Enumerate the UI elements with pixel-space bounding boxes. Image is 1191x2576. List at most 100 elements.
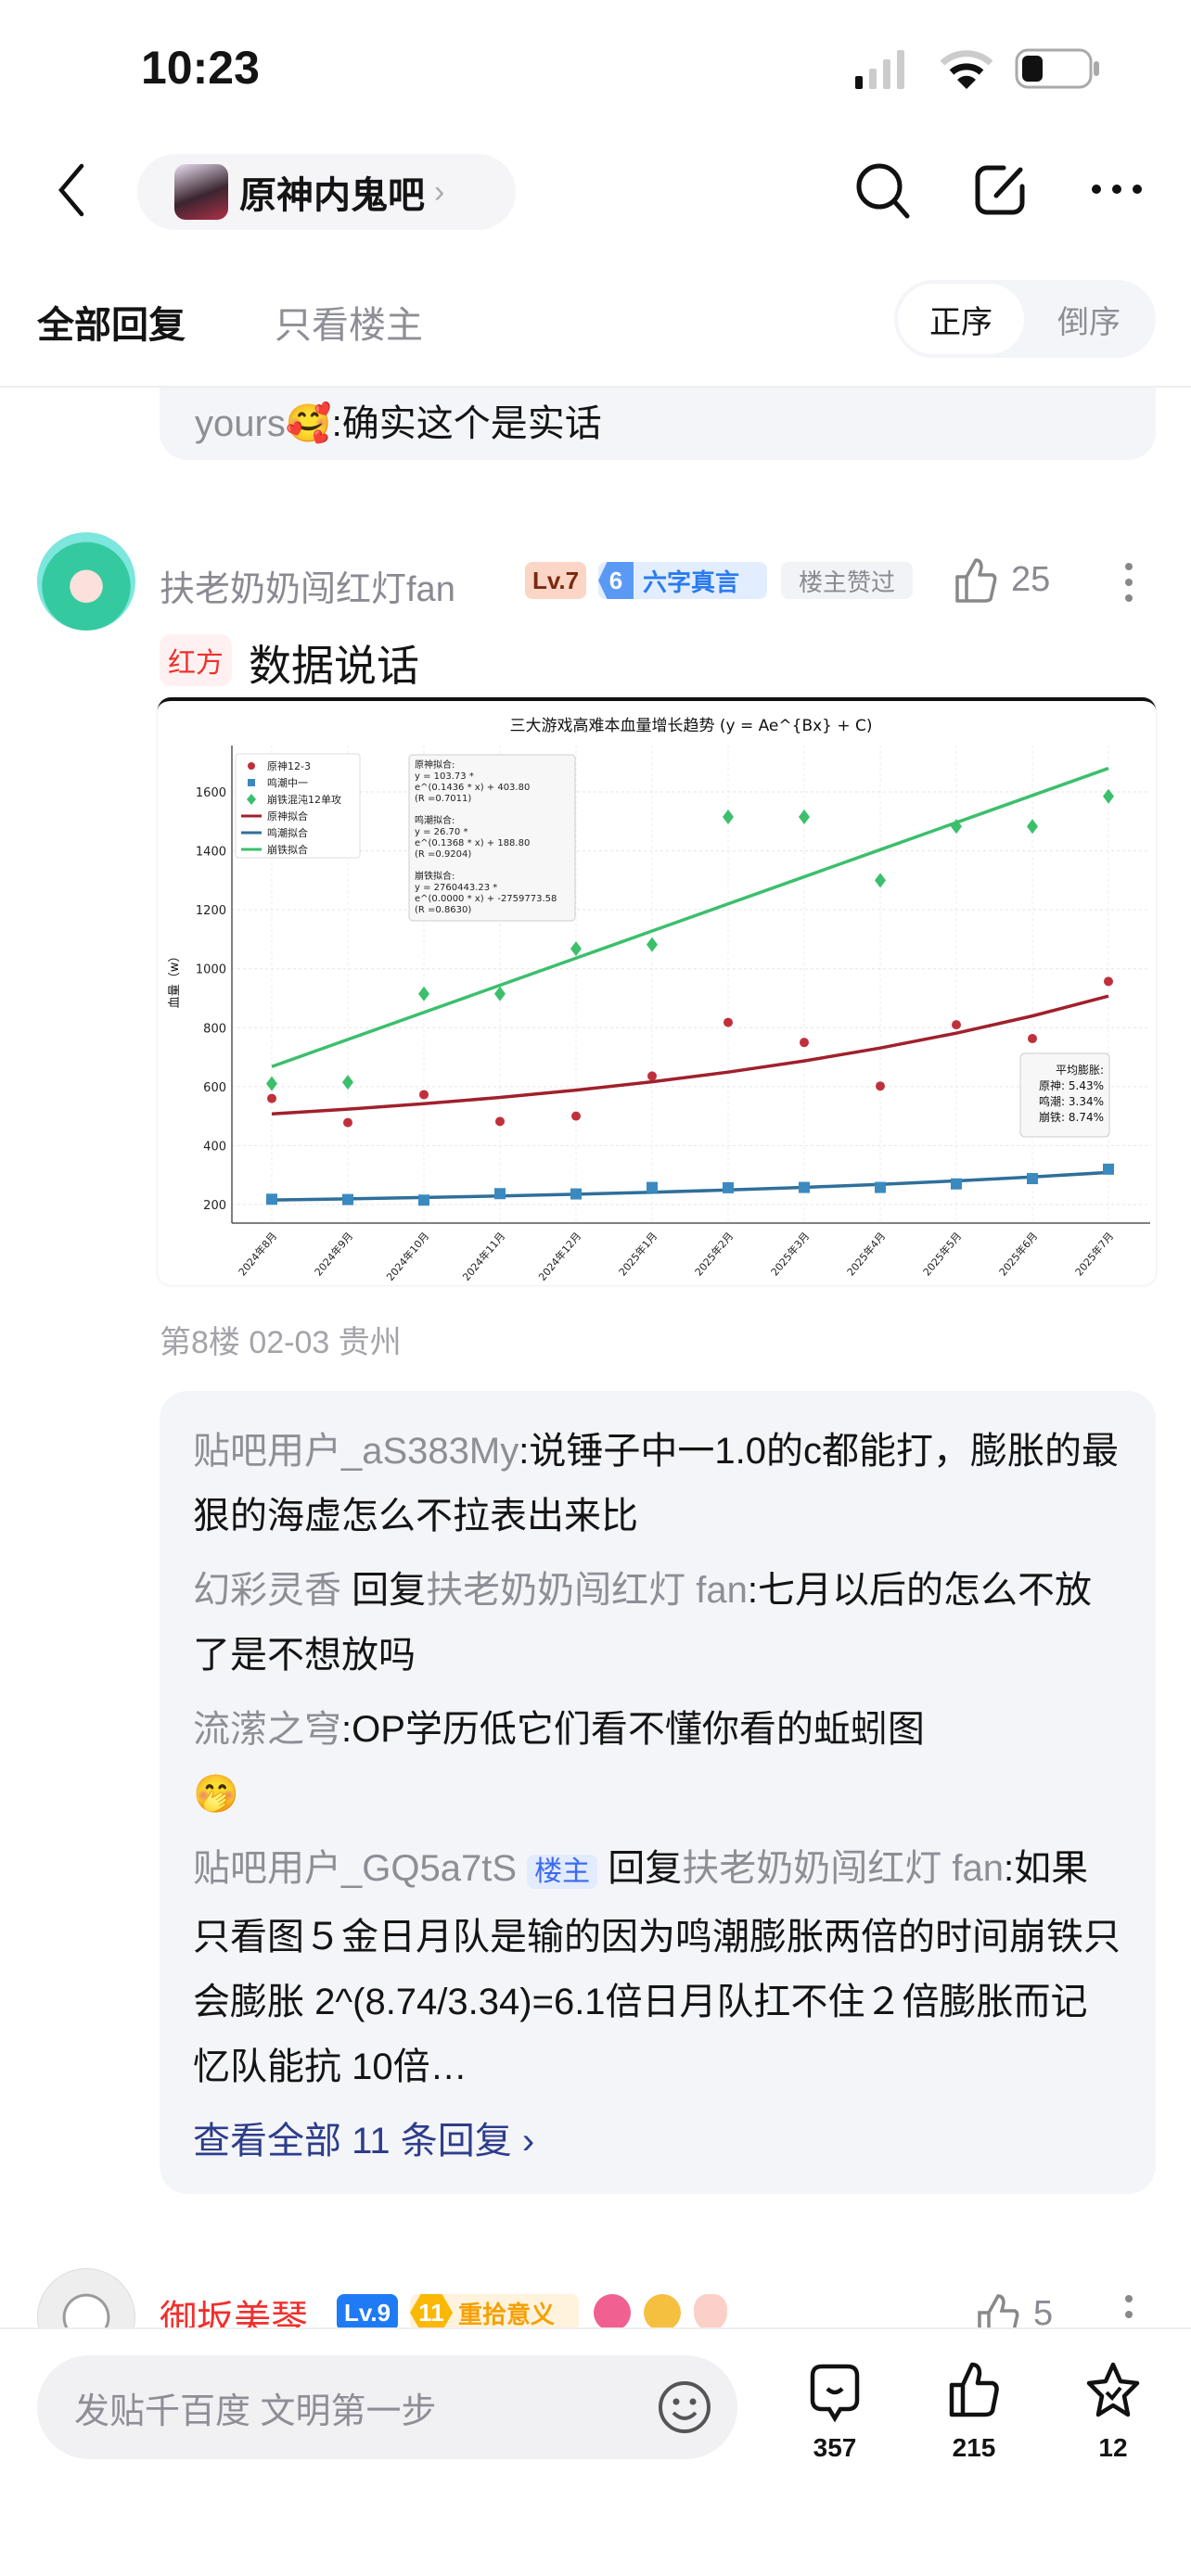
fit-annotation-line: y = 2760443.23 * <box>415 883 497 893</box>
reply-user[interactable]: 贴吧用户_GQ5a7tS <box>193 1848 518 1889</box>
search-icon[interactable] <box>853 160 913 222</box>
fit-annotation-line: y = 26.70 * <box>415 827 467 837</box>
comment-icon[interactable] <box>809 2363 861 2422</box>
data-point <box>875 873 886 888</box>
data-point <box>800 1038 809 1048</box>
inflation-annotation-line: 原神: 5.43% <box>1039 1079 1104 1092</box>
data-point <box>570 1188 582 1200</box>
like-icon[interactable] <box>954 556 998 605</box>
chevron-right-icon: › <box>434 173 445 210</box>
data-point <box>723 810 734 825</box>
reply-item[interactable]: 贴吧用户_GQ5a7tS 楼主 回复扶老奶奶闯红灯 fan:如果只看图５金日月队… <box>193 1836 1122 2099</box>
more-icon[interactable] <box>1091 182 1143 197</box>
back-icon[interactable] <box>54 162 91 218</box>
reply-user[interactable]: yours <box>195 403 286 444</box>
reply-text: :如果只看图５金日月队是输的因为鸣潮膨胀两倍的时间崩铁只会膨胀 2^(8.74/… <box>193 1848 1121 2087</box>
fit-annotation-line: e^(0.1368 * x) + 188.80 <box>415 838 530 848</box>
x-tick-label: 2025年3月 <box>768 1230 812 1279</box>
data-point <box>723 1181 734 1193</box>
reply-input-placeholder: 发贴千百度 文明第一步 <box>74 2391 437 2431</box>
y-tick-label: 1000 <box>196 963 226 977</box>
reply-item[interactable]: 幻彩灵香 回复扶老奶奶闯红灯 fan:七月以后的怎么不放了是不想放吗 <box>193 1558 1122 1688</box>
honor-badge: 六字真言 <box>643 567 740 596</box>
edit-icon[interactable] <box>972 160 1031 220</box>
reply-user[interactable]: 流潆之穹 <box>193 1709 341 1750</box>
fit-annotation-line: 崩铁拟合: <box>415 870 455 882</box>
post-image-chart[interactable]: 200 400 600 800 1000 1200 1400 1600 2024年8月 2024年… <box>158 697 1156 1285</box>
y-tick-label: 1200 <box>196 904 226 918</box>
reply-target[interactable]: 扶老奶奶闯红灯 fan <box>426 1570 748 1611</box>
data-point <box>343 1117 352 1128</box>
status-time: 10:23 <box>141 42 260 94</box>
legend-swatch <box>248 779 255 786</box>
data-point <box>267 1093 276 1103</box>
chart-svg: 200 400 600 800 1000 1200 1400 1600 2024年8月 2024年… <box>168 717 1150 1283</box>
legend-swatch <box>248 762 255 770</box>
reply-word: 回复 <box>352 1570 427 1611</box>
forum-chip[interactable]: 原神内鬼吧 › <box>137 154 516 230</box>
reply-input[interactable]: 发贴千百度 文明第一步 <box>37 2355 737 2459</box>
data-point <box>494 986 506 1001</box>
next-more-icon[interactable] <box>1124 2294 1133 2331</box>
reply-item[interactable]: 流潆之穹:OP学历低它们看不懂你看的蚯蚓图 🤭 <box>193 1697 1122 1827</box>
y-tick-label: 800 <box>203 1022 226 1036</box>
data-point <box>1103 788 1114 804</box>
x-tick-label: 2025年7月 <box>1072 1230 1116 1279</box>
reply-target[interactable]: 扶老奶奶闯红灯 fan <box>682 1848 1004 1889</box>
like-post-icon[interactable] <box>948 2361 1000 2420</box>
x-tick-label: 2025年6月 <box>996 1230 1040 1279</box>
data-point <box>952 1020 961 1030</box>
x-tick-label: 2024年12月 <box>535 1230 583 1283</box>
fit-annotation-line: (R =0.8630) <box>415 905 471 915</box>
data-point <box>1027 1173 1038 1185</box>
reply-user[interactable]: 贴吧用户_aS383My <box>193 1431 519 1472</box>
tab-all-replies[interactable]: 全部回复 <box>37 305 186 346</box>
reply-item[interactable]: 贴吧用户_aS383My:说锤子中一1.0的c都能打，膨胀的最狠的海虚怎么不拉表… <box>193 1419 1122 1549</box>
legend-box <box>235 753 361 859</box>
favorite-icon[interactable] <box>1085 2361 1141 2420</box>
y-tick-label: 200 <box>203 1199 226 1213</box>
fit-annotation-line: 原神拟合: <box>415 759 455 771</box>
previous-reply-box[interactable]: yours🥰:确实这个是实话 <box>160 388 1156 460</box>
y-tick-label: 400 <box>203 1140 226 1154</box>
reply-user[interactable]: 幻彩灵香 <box>193 1570 341 1611</box>
data-point <box>342 1075 353 1090</box>
x-tick-label: 2025年4月 <box>844 1230 888 1279</box>
x-tick-label: 2025年1月 <box>616 1230 660 1279</box>
post-username[interactable]: 扶老奶奶闯红灯fan <box>160 570 455 609</box>
y-axis-label: 血量（w） <box>168 950 182 1009</box>
data-point <box>724 1017 733 1027</box>
view-all-replies-link[interactable]: 查看全部 11 条回复 › <box>193 2121 535 2162</box>
sort-desc-button[interactable]: 倒序 <box>1057 304 1121 340</box>
tab-op-only[interactable]: 只看楼主 <box>275 305 423 346</box>
data-point <box>418 1194 429 1206</box>
legend-label: 崩铁拟合 <box>267 843 308 856</box>
emoji-icon[interactable] <box>657 2379 712 2435</box>
next-level-badge: Lv.9 <box>337 2294 398 2331</box>
fit-line <box>271 994 1109 1116</box>
data-point <box>266 1076 277 1091</box>
data-point <box>875 1181 886 1193</box>
like-count: 25 <box>1011 560 1051 599</box>
legend-label: 原神拟合 <box>267 810 308 823</box>
data-point <box>342 1193 353 1205</box>
post-meta: 第8楼 02-03 贵州 <box>160 1325 402 1360</box>
x-tick-label: 2024年8月 <box>236 1230 279 1279</box>
x-tick-label: 2024年10月 <box>383 1230 431 1283</box>
inflation-annotation-line: 崩铁: 8.74% <box>1039 1111 1104 1124</box>
fit-annotation-line: (R =0.9204) <box>415 849 471 860</box>
signal-icon <box>855 50 904 89</box>
post-more-icon[interactable] <box>1124 562 1133 603</box>
y-tick-label: 1400 <box>196 846 226 860</box>
chart-title: 三大游戏高难本血量增长趋势 (y = Ae^{Bx} + C) <box>509 717 872 735</box>
legend-label: 崩铁混沌12单攻 <box>267 793 341 806</box>
data-point <box>647 1071 657 1081</box>
sort-asc-button[interactable]: 正序 <box>898 284 1024 354</box>
wifi-icon <box>940 50 993 89</box>
next-honor-level: 11 <box>410 2294 453 2331</box>
user-avatar[interactable] <box>37 532 135 631</box>
y-tick-label: 1600 <box>196 786 226 800</box>
forum-avatar <box>174 164 228 220</box>
data-point <box>418 986 429 1001</box>
